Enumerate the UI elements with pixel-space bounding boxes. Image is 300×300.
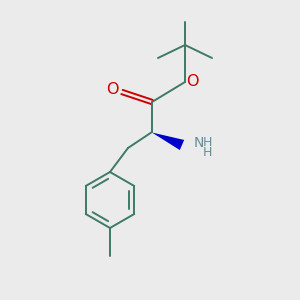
Text: H: H: [202, 136, 212, 148]
Polygon shape: [152, 133, 184, 150]
Text: O: O: [106, 82, 118, 98]
Text: N: N: [194, 136, 204, 150]
Text: H: H: [202, 146, 212, 158]
Text: O: O: [186, 74, 198, 88]
